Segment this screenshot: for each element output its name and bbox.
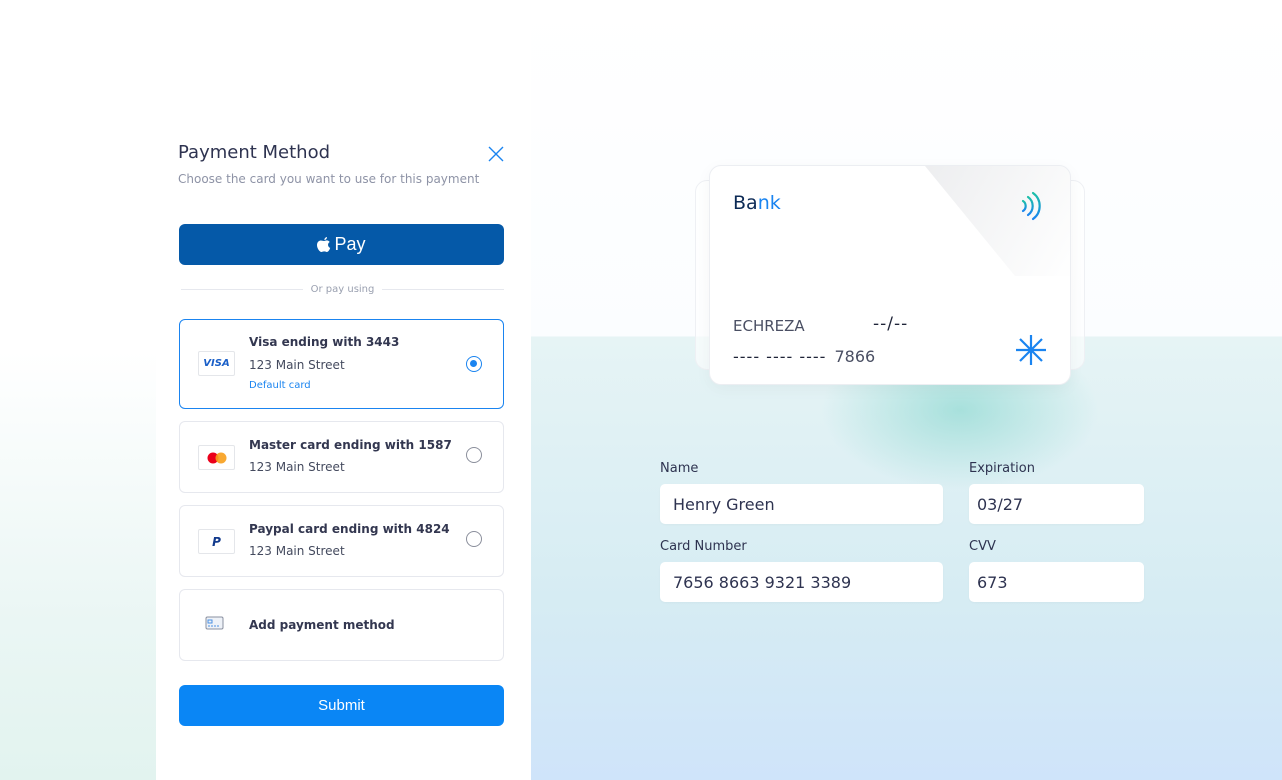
card-number-input[interactable] [660,562,943,602]
default-card-badge: Default card [249,380,311,391]
apple-pay-label: Pay [334,234,366,254]
credit-card-preview: Bank ECHREZA --/-- ---- ---- ---- 7866 [709,165,1071,385]
expiration-label: Expiration [969,461,1035,476]
apple-icon [317,236,331,252]
visa-icon: VISA [198,351,235,376]
name-label: Name [660,461,699,476]
bank-logo: Bank [733,192,781,214]
payment-option-visa[interactable]: VISA Visa ending with 3443 123 Main Stre… [179,319,504,409]
card-expiry: --/-- [873,314,909,334]
asterisk-logo-icon [1015,334,1047,370]
add-method-label: Add payment method [249,618,395,632]
divider: Or pay using [181,284,504,295]
radio-selected[interactable] [466,356,482,372]
cvv-input[interactable] [969,562,1144,602]
page-subtitle: Choose the card you want to use for this… [178,172,480,186]
option-title: Paypal card ending with 4824 [249,522,450,536]
cvv-label: CVV [969,539,996,554]
payment-option-mastercard[interactable]: Master card ending with 1587 123 Main St… [179,421,504,493]
option-title: Master card ending with 1587 [249,438,452,452]
divider-label: Or pay using [310,284,375,295]
contactless-icon [1020,190,1044,228]
option-address: 123 Main Street [249,358,345,372]
name-input[interactable] [660,484,943,524]
add-payment-method-button[interactable]: Add payment method [179,589,504,661]
option-title: Visa ending with 3443 [249,335,400,349]
apple-pay-button[interactable]: Pay [179,224,504,265]
card-holder: ECHREZA [733,317,805,335]
card-number: ---- ---- ---- 7866 [733,347,876,366]
paypal-icon: P [198,529,235,554]
submit-button[interactable]: Submit [179,685,504,726]
card-number-label: Card Number [660,539,747,554]
option-address: 123 Main Street [249,460,345,474]
close-icon[interactable] [486,144,506,164]
radio-unselected[interactable] [466,531,482,547]
radio-unselected[interactable] [466,447,482,463]
option-address: 123 Main Street [249,544,345,558]
mastercard-icon [198,445,235,470]
card-shine [925,166,1070,276]
page-title: Payment Method [178,142,331,163]
expiration-input[interactable] [969,484,1144,524]
payment-option-paypal[interactable]: P Paypal card ending with 4824 123 Main … [179,505,504,577]
card-add-icon [205,616,225,636]
